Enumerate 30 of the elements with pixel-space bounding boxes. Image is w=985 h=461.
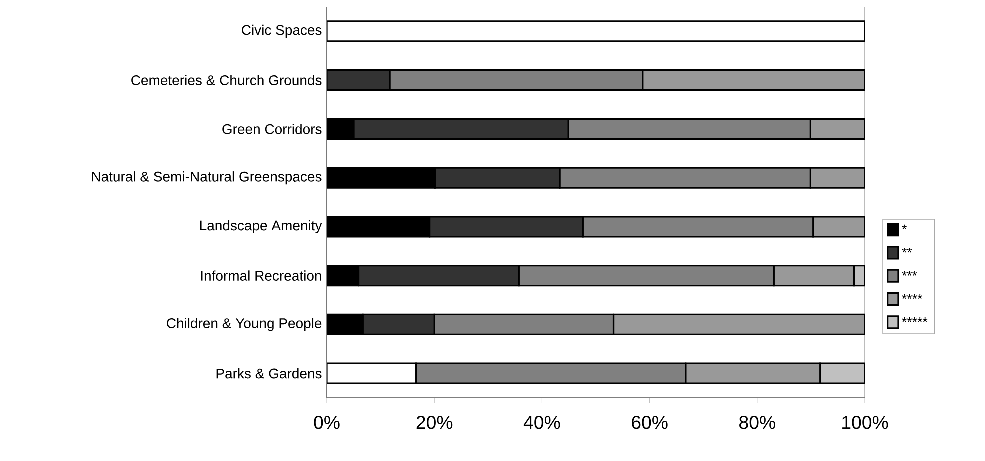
y-tick-label: Children & Young People — [167, 318, 322, 332]
y-tick-label: Cemeteries & Church Grounds — [132, 75, 322, 86]
x-tick-label: 20% — [416, 416, 453, 430]
legend-label: *** — [902, 271, 918, 276]
legend-label: ** — [902, 248, 912, 253]
legend-label: ***** — [902, 318, 928, 322]
bar — [353, 118, 570, 140]
bar — [327, 70, 391, 92]
x-tick-label: 80% — [740, 416, 776, 430]
y-tick-label: Green Corridors — [222, 124, 322, 134]
bar — [434, 167, 561, 189]
bar — [642, 70, 866, 92]
legend-label: **** — [902, 294, 922, 300]
y-tick-label: Natural & Semi-Natural Greenspaces — [92, 172, 322, 185]
bar — [685, 362, 822, 384]
bar — [362, 314, 436, 336]
legend-label: * — [902, 224, 907, 230]
y-tick-label: Landscape Amenity — [200, 220, 322, 234]
x-tick-label: 100% — [842, 416, 888, 430]
y-tick-label: Parks & Gardens — [216, 368, 322, 379]
y-tick-label: Informal Recreation — [201, 270, 322, 281]
x-tick-label: 40% — [524, 416, 560, 430]
x-tick-label: 0% — [314, 416, 340, 430]
y-tick-label: Civic Spaces — [242, 24, 322, 38]
bar — [612, 314, 866, 336]
bar — [428, 216, 584, 238]
x-tick-label: 60% — [632, 416, 668, 430]
bar — [358, 265, 520, 287]
bar — [812, 216, 866, 238]
bar — [773, 265, 856, 287]
